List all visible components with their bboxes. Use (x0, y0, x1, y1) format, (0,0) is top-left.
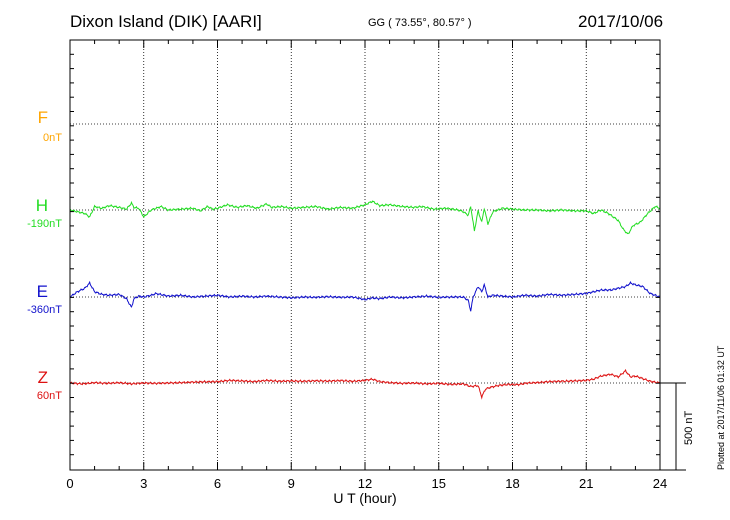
station-title: Dixon Island (DIK) [AARI] (70, 12, 262, 31)
component-z-label: Z (37, 368, 48, 387)
plotted-timestamp: Plotted at 2017/11/06 01:32 UT (716, 345, 726, 470)
plot-frame (69, 39, 661, 471)
component-h-label: H (35, 196, 48, 215)
scale-bar-label: 500 nT (683, 410, 695, 445)
x-tick-label: 15 (432, 476, 446, 491)
x-tick-label: 24 (653, 476, 667, 491)
x-tick-label: 21 (579, 476, 593, 491)
x-tick-label: 9 (288, 476, 295, 491)
series-line-h (69, 200, 661, 235)
component-e-label: E (36, 282, 48, 301)
scale-bar (660, 382, 686, 471)
x-tick-label: 3 (140, 476, 147, 491)
component-f-baseline: 0nT (43, 132, 62, 144)
observation-date: 2017/10/06 (578, 12, 664, 31)
x-tick-label: 6 (214, 476, 221, 491)
component-baselines (70, 123, 660, 384)
x-tick-label: 18 (505, 476, 519, 491)
component-h-baseline: -190nT (27, 218, 62, 230)
station-coordinates: GG ( 73.55°, 80.57° ) (368, 17, 472, 29)
x-axis-label: U T (hour) (333, 490, 396, 506)
x-axis-ticks: 0 3 6 9 12 15 18 21 24 (66, 40, 667, 491)
component-f-label: F (37, 108, 48, 127)
x-tick-label: 0 (66, 476, 73, 491)
component-e-baseline: -360nT (27, 304, 62, 316)
chart-grid (143, 40, 587, 470)
series-layer (69, 200, 661, 400)
series-line-z (69, 368, 661, 400)
x-tick-label: 12 (358, 476, 372, 491)
component-z-baseline: 60nT (36, 390, 62, 402)
series-line-e (69, 280, 661, 312)
